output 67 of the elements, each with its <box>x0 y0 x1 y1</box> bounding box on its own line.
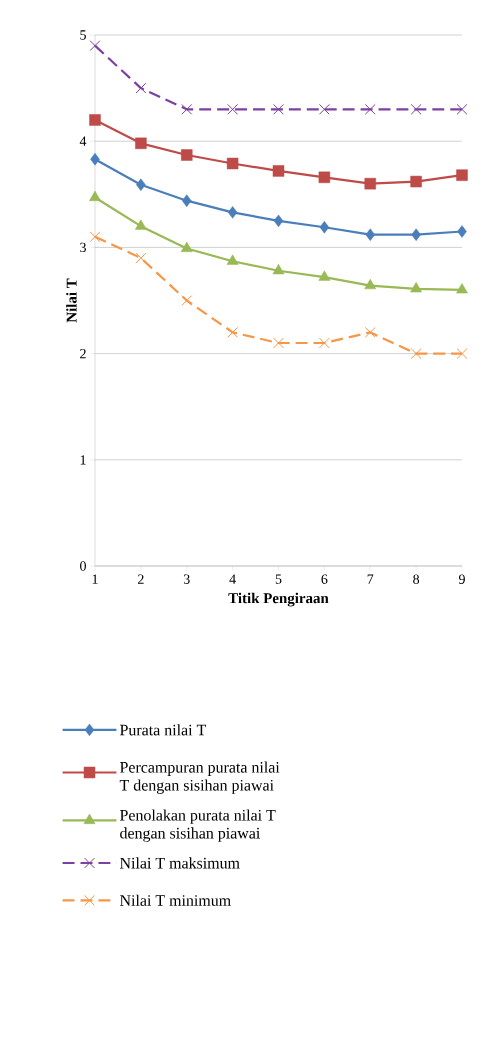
legend-label: Percampuran purata nilai T dengan sisihan piawai <box>119 761 280 794</box>
x-tick-label: 7 <box>367 574 374 584</box>
point <box>410 175 422 188</box>
legend-label: Nilai T minimum <box>119 894 231 906</box>
point <box>318 270 331 281</box>
y-tick-label: 4 <box>79 136 87 146</box>
point <box>227 206 238 219</box>
point <box>273 103 284 115</box>
x-tick-label: 4 <box>229 574 236 584</box>
point <box>411 228 421 241</box>
point <box>456 103 468 115</box>
point <box>227 326 239 338</box>
x-tick-label: 8 <box>413 574 420 584</box>
point <box>135 82 147 94</box>
point <box>364 326 376 338</box>
point <box>456 348 468 360</box>
point <box>90 153 100 166</box>
point <box>272 264 285 275</box>
y-tick-label: 3 <box>80 242 86 253</box>
point <box>136 178 146 191</box>
point <box>135 252 147 264</box>
point <box>410 103 422 115</box>
point <box>456 169 468 181</box>
point <box>226 254 239 265</box>
point <box>182 194 192 207</box>
point <box>226 157 239 170</box>
legend-label: Purata nilai T <box>119 724 207 736</box>
point <box>181 295 193 306</box>
point <box>364 177 376 190</box>
point <box>89 114 101 126</box>
y-tick-label: 0 <box>80 561 86 571</box>
x-axis-title: Titik Pengiraan <box>228 592 329 607</box>
y-axis-title: Nilai T <box>66 278 77 323</box>
x-tick-label: 6 <box>321 574 328 584</box>
point <box>365 228 375 241</box>
point <box>181 103 193 115</box>
point <box>272 165 285 177</box>
point <box>181 149 193 161</box>
point <box>318 103 330 115</box>
legend-label: Nilai T maksimum <box>119 857 240 869</box>
y-tick-label: 1 <box>80 455 86 465</box>
point <box>318 171 331 184</box>
point <box>180 241 193 252</box>
point <box>135 219 147 230</box>
point <box>456 283 468 294</box>
point <box>89 231 101 243</box>
point <box>410 348 422 360</box>
point <box>364 278 377 290</box>
legend-label: Penolakan purata nilai T dengan sisihan piawai <box>119 809 276 842</box>
x-tick-label: 3 <box>183 574 190 584</box>
y-tick-label: 5 <box>80 30 86 40</box>
point <box>364 103 376 115</box>
x-tick-label: 5 <box>275 574 282 584</box>
point <box>410 282 422 293</box>
x-tick-label: 1 <box>92 574 98 584</box>
point <box>89 40 101 52</box>
point <box>89 190 101 201</box>
point <box>273 337 284 349</box>
point <box>457 225 467 238</box>
y-tick-label: 2 <box>80 348 86 359</box>
point <box>227 103 239 115</box>
x-tick-label: 2 <box>137 574 144 584</box>
x-tick-label: 9 <box>458 574 465 584</box>
point <box>318 337 330 349</box>
point <box>319 221 330 234</box>
point <box>273 214 284 228</box>
point <box>135 137 147 150</box>
